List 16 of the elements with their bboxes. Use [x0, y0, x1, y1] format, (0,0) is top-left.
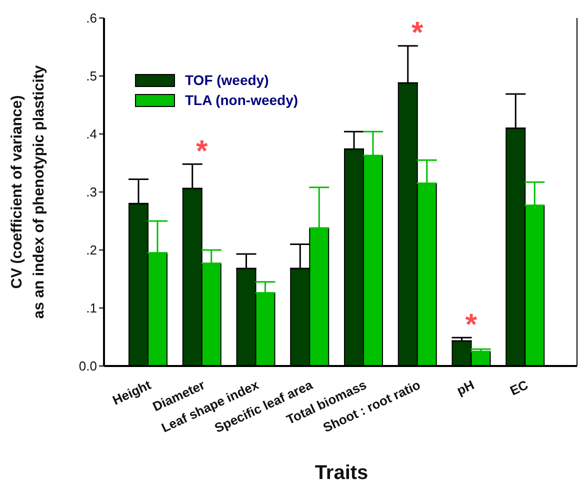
legend-label: TOF (weedy) — [185, 72, 269, 88]
x-tick-label: pH — [454, 377, 476, 398]
x-tick-label: EC — [508, 376, 531, 398]
legend-label: TLA (non-weedy) — [185, 92, 298, 108]
y-tick-label: .4 — [86, 126, 97, 142]
annotation: * — [411, 16, 424, 50]
y-tick-label: .5 — [86, 68, 97, 84]
annotation: * — [465, 308, 478, 342]
y-tick-label: .2 — [86, 242, 97, 258]
y-tick-label: 0.0 — [78, 358, 97, 374]
x-axis-title: Traits — [314, 462, 370, 485]
y-tick-label: .1 — [86, 300, 97, 316]
y-tick-label: .6 — [86, 10, 97, 26]
y-axis-title: CV (coefficient of variance) as an index of phenotypic plasticity — [8, 65, 49, 319]
annotation: * — [196, 134, 208, 168]
y-tick-label: .3 — [86, 184, 97, 200]
